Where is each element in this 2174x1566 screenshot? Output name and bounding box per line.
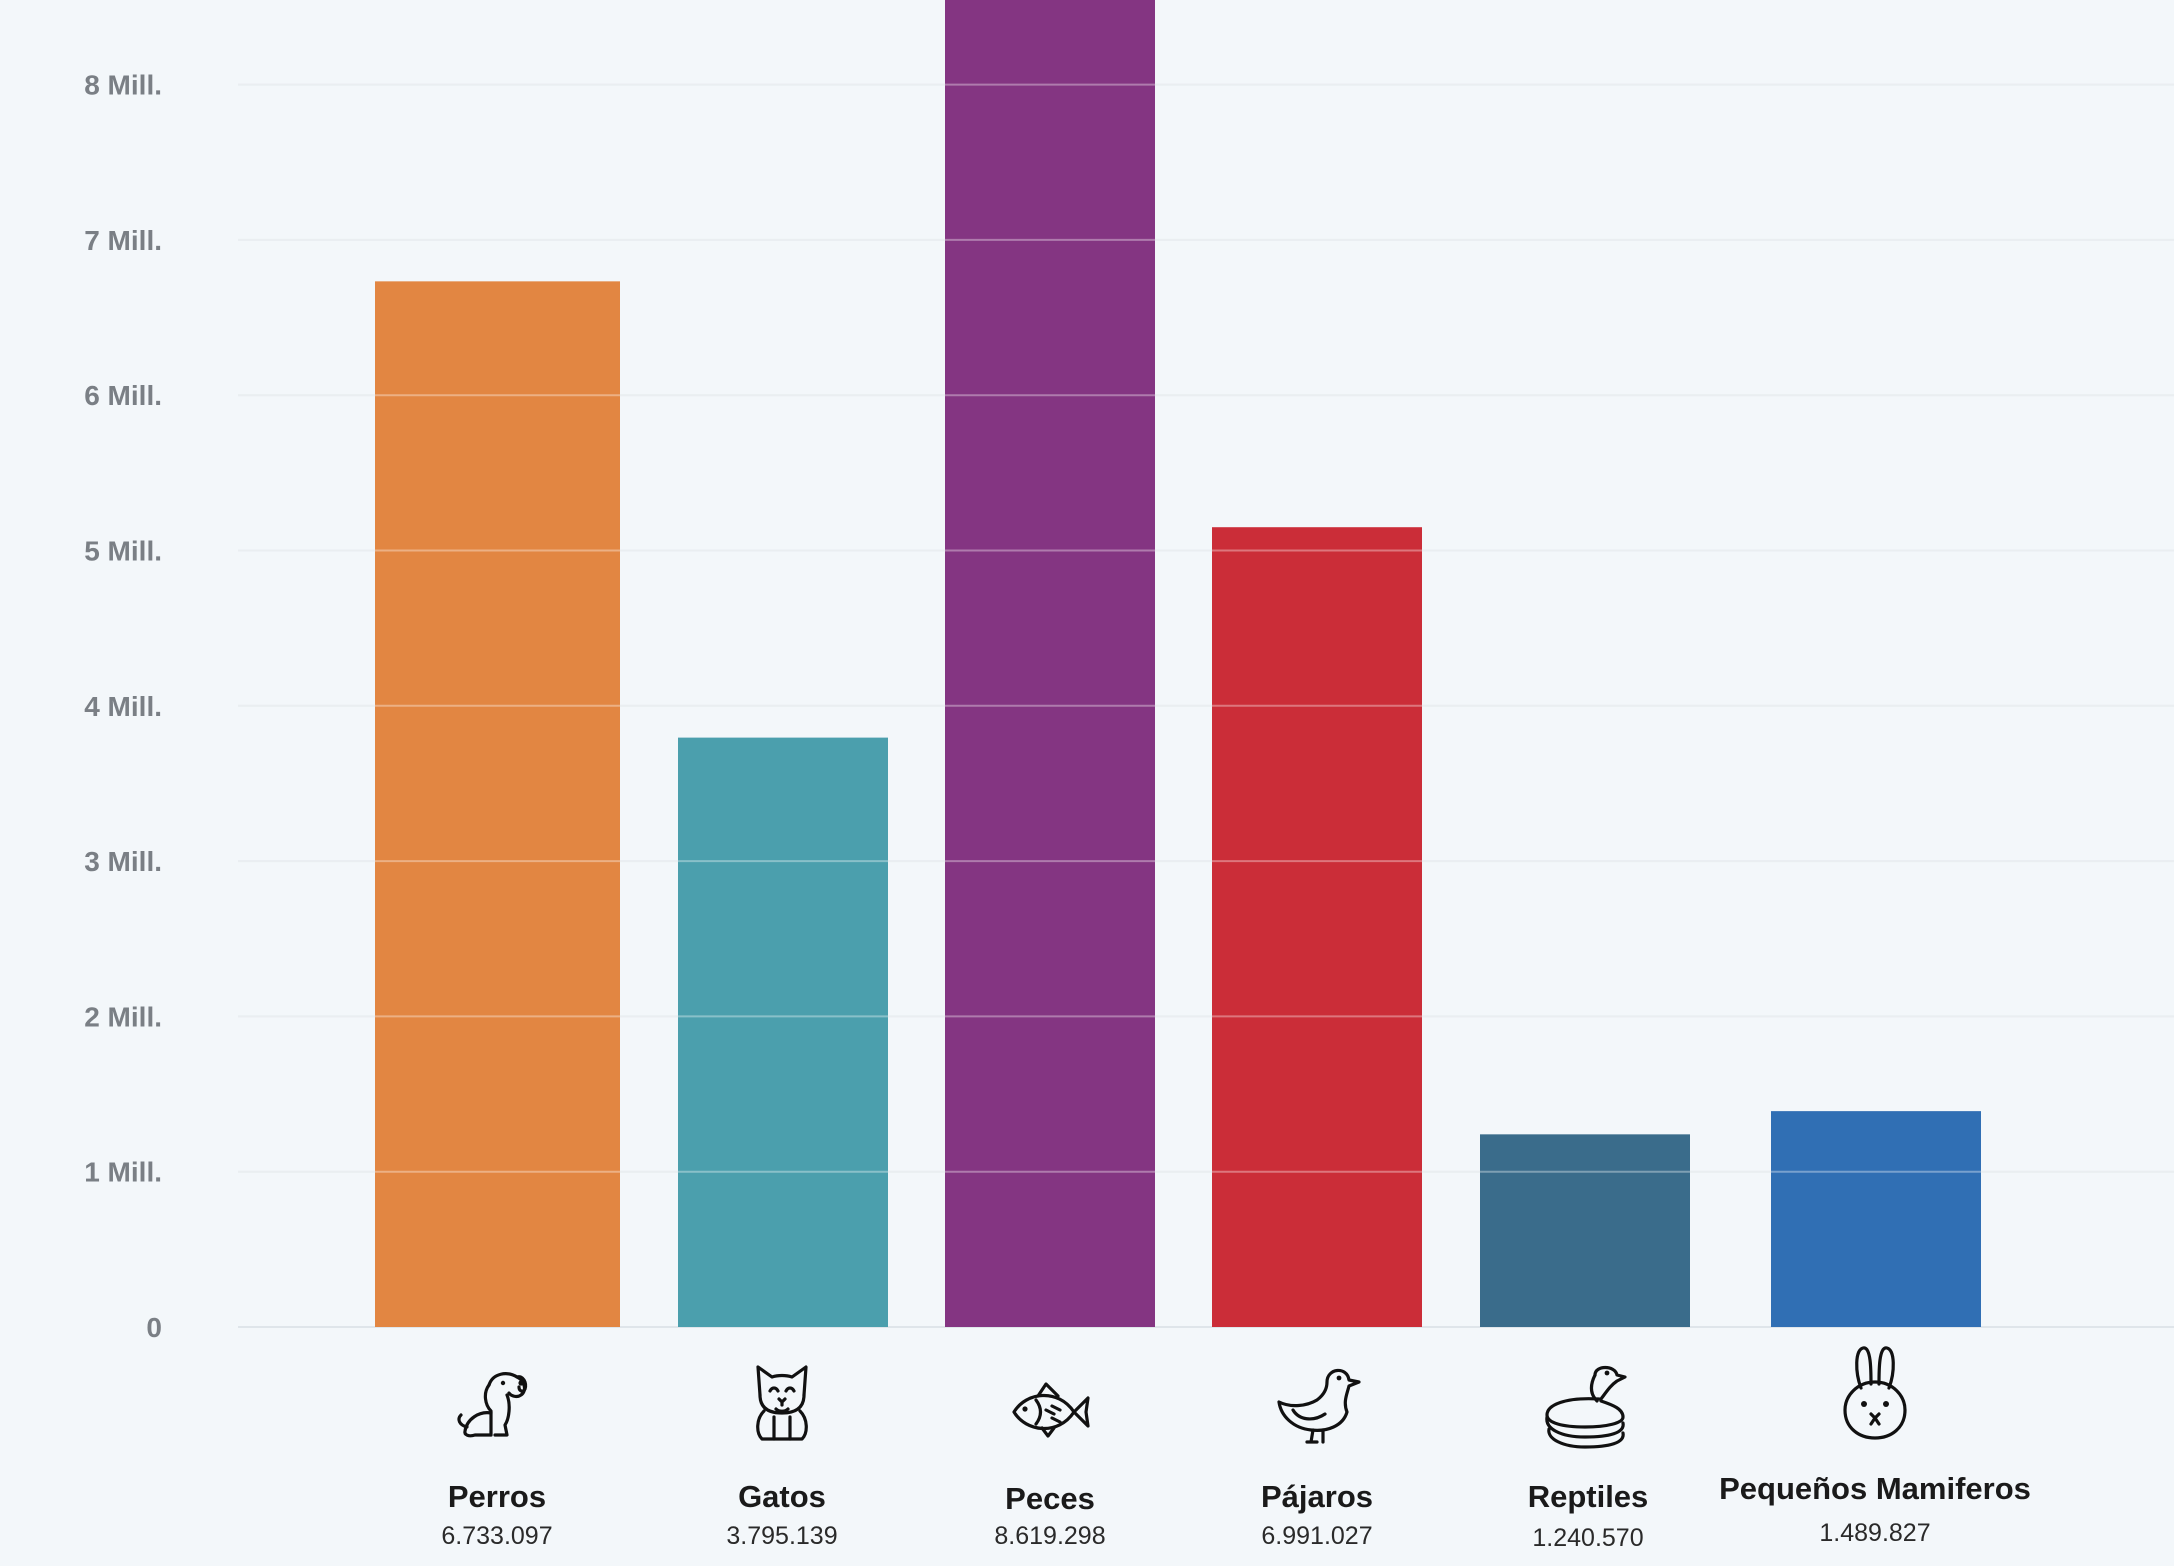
category-name: Reptiles	[1528, 1479, 1649, 1514]
y-tick-label: 2 Mill.	[84, 1001, 162, 1032]
y-tick-label: 1 Mill.	[84, 1157, 162, 1188]
y-axis-tick-labels: 0 1 Mill. 2 Mill. 3 Mill. 4 Mill. 5 Mill. 6 Mi…	[84, 70, 162, 1343]
y-tick-label: 8 Mill.	[84, 70, 162, 101]
category-value-label: 8.619.298	[994, 1522, 1105, 1550]
category-name: Gatos	[738, 1479, 826, 1514]
y-tick-label: 6 Mill.	[84, 380, 162, 411]
bar-fish	[945, 0, 1155, 1328]
y-tick-label: 4 Mill.	[84, 691, 162, 722]
dog-icon	[457, 1372, 528, 1438]
category-name: Peces	[1005, 1481, 1095, 1516]
category-value-label: 6.991.027	[1261, 1522, 1372, 1550]
category-name: Perros	[448, 1479, 546, 1514]
category-labels: Perros 6.733.097 Gatos 3.795.139 Peces 8.619.…	[441, 1346, 2031, 1552]
snake-icon	[1545, 1365, 1627, 1449]
category-name: Pequeños Mamiferos	[1719, 1471, 2031, 1506]
gridlines-overlay	[238, 83, 2174, 1173]
bars	[375, 0, 1981, 1328]
y-tick-label: 3 Mill.	[84, 846, 162, 877]
y-tick-label: 0	[146, 1312, 162, 1343]
y-tick-label: 7 Mill.	[84, 225, 162, 256]
fish-icon	[1012, 1382, 1090, 1438]
bar-cat	[678, 737, 888, 1327]
cat-icon	[756, 1365, 808, 1441]
bird-icon	[1277, 1368, 1361, 1444]
bar-rabbit	[1771, 1111, 1981, 1327]
category-value-label: 1.240.570	[1532, 1524, 1643, 1552]
category-value-label: 1.489.827	[1819, 1519, 1930, 1547]
category-value-label: 3.795.139	[726, 1522, 837, 1550]
category-value-label: 6.733.097	[441, 1522, 552, 1550]
bar-dog	[375, 281, 620, 1327]
y-tick-label: 5 Mill.	[84, 536, 162, 567]
bar-snake	[1480, 1134, 1690, 1327]
rabbit-icon	[1843, 1346, 1907, 1440]
bar-bird	[1212, 527, 1422, 1327]
category-name: Pájaros	[1261, 1479, 1373, 1514]
